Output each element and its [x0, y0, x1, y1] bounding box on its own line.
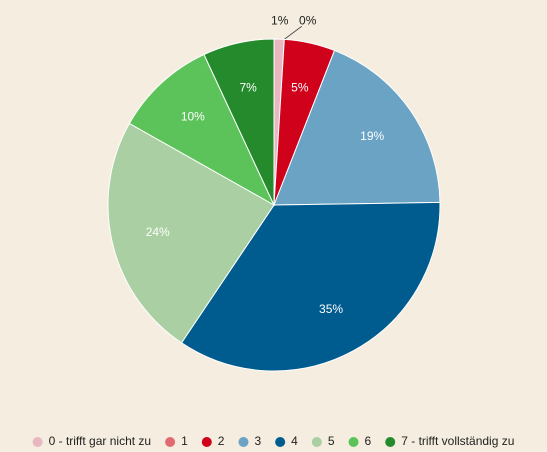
legend-label: 7 - trifft vollständig zu: [401, 434, 514, 448]
leader-line: [284, 26, 302, 40]
data-label: 1%: [271, 13, 289, 27]
pie-slice: [107, 122, 275, 344]
data-label: 5%: [291, 80, 309, 94]
legend-swatch: [385, 437, 396, 447]
pie-slice: [203, 38, 275, 206]
pie-slice: [273, 49, 441, 206]
legend-label: 1: [181, 434, 188, 448]
data-label: 24%: [146, 225, 170, 239]
legend-label: 2: [218, 434, 225, 448]
legend-label: 6: [365, 434, 372, 448]
legend: 0 - trifft gar nicht zu 1 2 3 4 5 6 7 - trifft …: [32, 434, 514, 448]
legend-label: 0 - trifft gar nicht zu: [49, 434, 152, 448]
data-label: 19%: [360, 129, 384, 143]
legend-swatch: [201, 437, 212, 447]
legend-swatch: [32, 437, 43, 447]
data-label: 7%: [240, 80, 258, 94]
legend-label: 4: [291, 434, 298, 448]
legend-swatch: [165, 437, 176, 447]
legend-label: 5: [328, 434, 335, 448]
legend-label: 3: [254, 434, 261, 448]
legend-swatch: [348, 437, 359, 447]
data-label: 10%: [181, 109, 205, 123]
data-label: 35%: [319, 302, 343, 316]
data-label: 0%: [299, 14, 317, 28]
legend-swatch: [238, 437, 249, 447]
pie-slice: [128, 53, 276, 207]
legend-swatch: [311, 437, 322, 447]
legend-swatch: [275, 437, 286, 447]
pie-slice: [180, 201, 441, 372]
